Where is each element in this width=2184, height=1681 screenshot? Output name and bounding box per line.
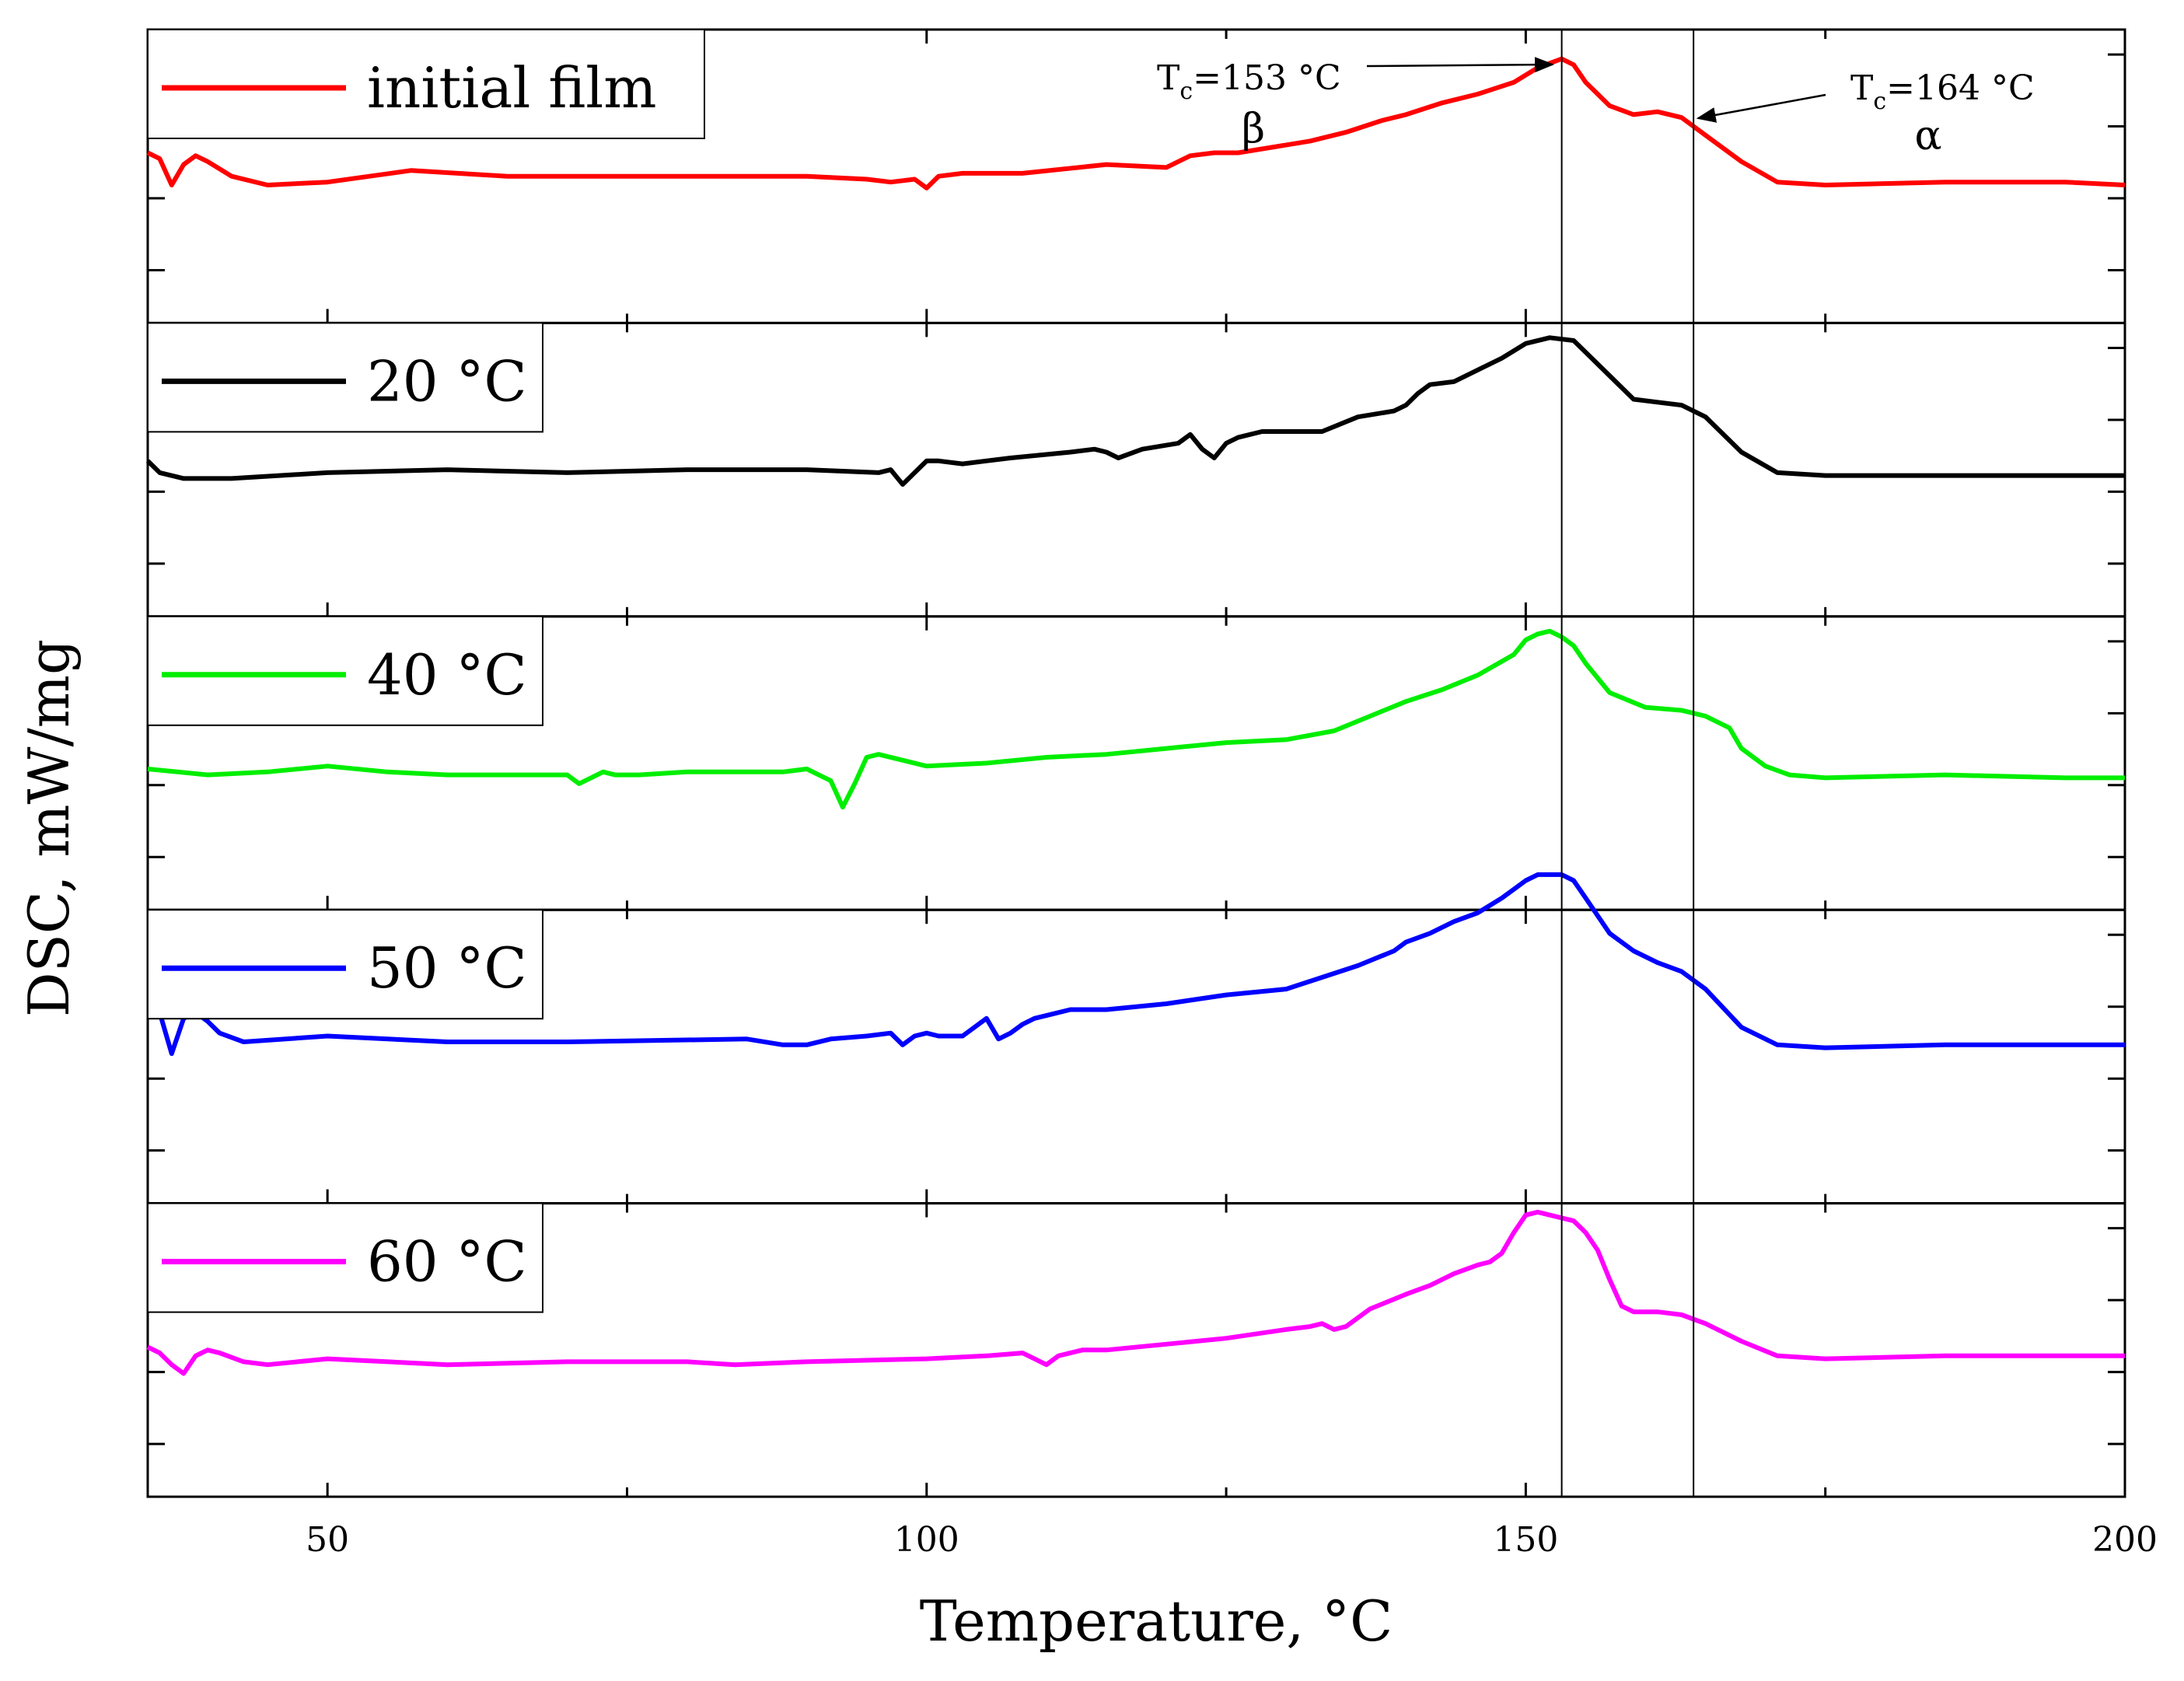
y-axis-title: DSC, mW/mg <box>16 639 82 1017</box>
arrow <box>1696 93 1826 123</box>
tc-label: Tc=153 °C <box>1157 58 1341 105</box>
legend-box <box>147 1202 543 1313</box>
panel-frame <box>146 1202 2126 1498</box>
legend-3: 40 °C <box>147 615 543 726</box>
annotation-layer: Tc=153 °Cβ Tc=164 °Cα <box>1157 57 2035 159</box>
legend-label: 40 °C <box>367 642 527 708</box>
legend-box <box>147 909 543 1020</box>
series-line-3 <box>147 628 2125 810</box>
series-line-5 <box>146 1209 2125 1376</box>
tc-label: Tc=164 °C <box>1850 68 2035 115</box>
legend-box <box>147 615 543 726</box>
legend-layer: initial film 20 °C 40 °C 50 °C 60 °C <box>147 29 705 1313</box>
panel-5 <box>146 1202 2126 1498</box>
x-tick-label: 100 <box>894 1520 959 1560</box>
series-line-1 <box>146 56 2126 190</box>
arrow <box>1366 57 1555 73</box>
legend-label: 60 °C <box>367 1229 527 1295</box>
legend-box <box>147 322 543 433</box>
legend-label: 20 °C <box>367 348 527 414</box>
legend-label: initial film <box>367 55 657 121</box>
panels-layer <box>145 28 2126 1498</box>
legend-box <box>147 29 705 139</box>
legend-2: 20 °C <box>147 322 543 433</box>
x-tick-label: 150 <box>1493 1520 1558 1560</box>
phase-label: β <box>1242 106 1265 152</box>
vlines-layer <box>1560 30 1695 1497</box>
x-tick-label: 50 <box>306 1520 349 1560</box>
legend-4: 50 °C <box>147 909 543 1020</box>
legend-1: initial film <box>147 29 705 139</box>
x-tick-label: 200 <box>2092 1520 2158 1560</box>
legend-label: 50 °C <box>367 935 527 1001</box>
tc-annotation: Tc=153 °Cβ <box>1157 57 1555 152</box>
series-line-4 <box>147 872 2125 1057</box>
series-line-2 <box>145 335 2125 487</box>
tc-annotation: Tc=164 °Cα <box>1696 68 2035 159</box>
x-axis: 50 100 150 200 <box>306 1520 2158 1560</box>
legend-5: 60 °C <box>147 1202 543 1313</box>
phase-label: α <box>1914 113 1941 159</box>
x-axis-title: Temperature, °C <box>920 1588 1393 1654</box>
